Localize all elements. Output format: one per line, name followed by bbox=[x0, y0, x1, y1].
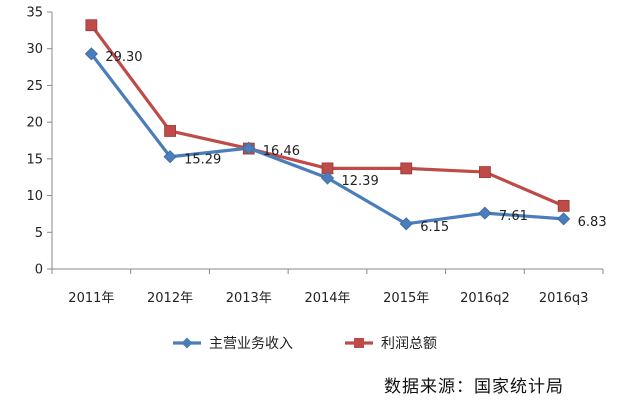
point-marker-diamond bbox=[478, 206, 492, 220]
data-label: 7.61 bbox=[499, 209, 528, 224]
legend: 主营业务收入 利润总额 bbox=[173, 336, 437, 352]
y-tick-label: 10 bbox=[26, 189, 43, 204]
point-marker-diamond bbox=[163, 150, 177, 164]
point-marker-square bbox=[557, 199, 570, 212]
y-tick-label: 0 bbox=[35, 263, 43, 278]
y-tick-label: 5 bbox=[35, 226, 43, 241]
data-label: 6.83 bbox=[578, 215, 607, 230]
x-tick-label: 2014年 bbox=[304, 291, 350, 306]
point-marker-diamond bbox=[557, 212, 571, 226]
x-axis-ticks: 2011年 2012年 2013年 2014年 2015年 2016q2 2016q3 bbox=[51, 269, 604, 306]
y-tick-label: 20 bbox=[26, 116, 43, 131]
y-tick-label: 15 bbox=[26, 152, 43, 167]
source-note: 数据来源：国家统计局 bbox=[384, 377, 564, 397]
y-axis-ticks: 0 5 10 15 20 25 30 35 bbox=[26, 6, 52, 278]
chart-axes bbox=[51, 12, 603, 270]
point-marker-square bbox=[85, 19, 98, 32]
x-tick-label: 2011年 bbox=[68, 291, 114, 306]
x-tick-label: 2016q3 bbox=[539, 291, 589, 306]
series-layer bbox=[84, 19, 571, 231]
point-marker-diamond bbox=[399, 217, 413, 231]
point-marker-diamond bbox=[84, 47, 98, 61]
legend-marker-diamond bbox=[181, 337, 193, 349]
x-tick-label: 2016q2 bbox=[460, 291, 510, 306]
legend-marker-square bbox=[354, 338, 364, 348]
x-tick-label: 2012年 bbox=[147, 291, 193, 306]
data-labels: 29.30 15.29 16.46 12.39 6.15 7.61 6.83 bbox=[105, 50, 606, 235]
data-label: 12.39 bbox=[342, 174, 379, 189]
point-marker-square bbox=[479, 166, 491, 178]
y-tick-label: 25 bbox=[26, 79, 43, 94]
x-tick-label: 2013年 bbox=[226, 291, 272, 306]
data-label: 29.30 bbox=[105, 50, 142, 65]
point-marker-square bbox=[400, 162, 413, 175]
series-line-0 bbox=[90, 52, 564, 226]
legend-label: 主营业务收入 bbox=[209, 336, 293, 352]
data-label: 15.29 bbox=[184, 153, 221, 168]
data-label: 6.15 bbox=[420, 220, 449, 235]
x-tick-label: 2015年 bbox=[383, 291, 429, 306]
point-marker-diamond bbox=[320, 171, 335, 185]
data-label: 16.46 bbox=[263, 144, 300, 159]
y-tick-label: 35 bbox=[26, 6, 43, 21]
point-marker-diamond bbox=[242, 141, 256, 155]
legend-label: 利润总额 bbox=[381, 336, 437, 352]
y-tick-label: 30 bbox=[26, 42, 43, 57]
point-marker-square bbox=[164, 125, 176, 137]
